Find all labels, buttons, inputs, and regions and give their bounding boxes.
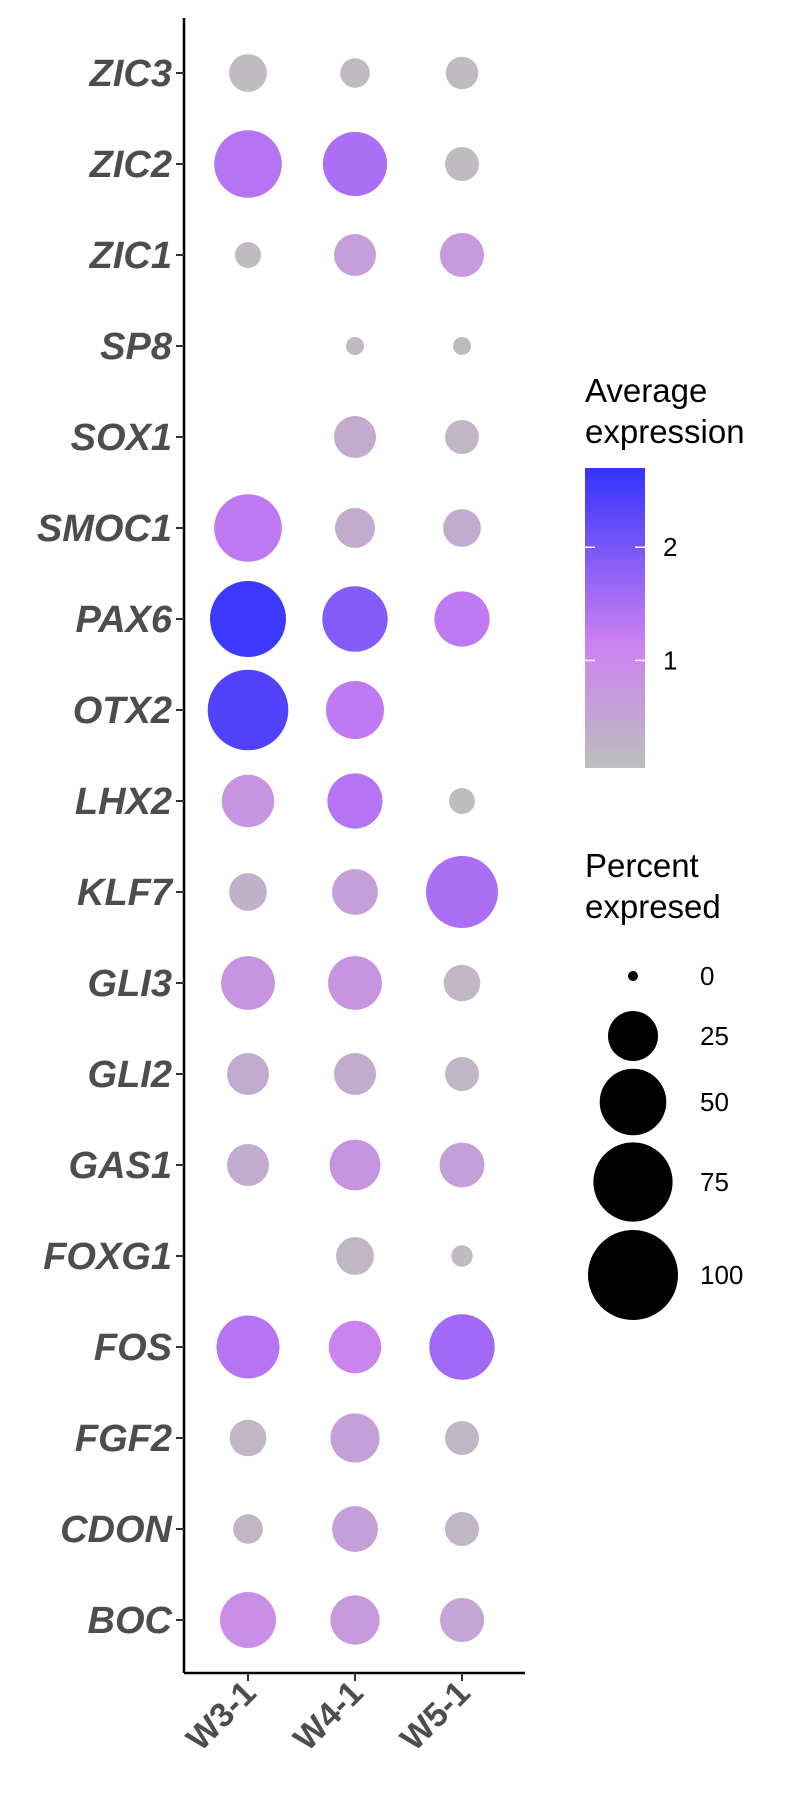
dot-boc-w5-1 xyxy=(440,1598,484,1642)
dot-sp8-w4-1 xyxy=(346,337,364,355)
gene-label-gli3: GLI3 xyxy=(88,963,172,1005)
gene-label-fgf2: FGF2 xyxy=(75,1418,172,1460)
dot-zic3-w4-1 xyxy=(340,58,370,88)
sample-label-w4-1: W4-1 xyxy=(286,1674,370,1758)
dot-smoc1-w3-1 xyxy=(214,494,282,562)
dot-gli3-w4-1 xyxy=(328,956,382,1010)
dot-otx2-w4-1 xyxy=(326,681,384,739)
dot-cdon-w5-1 xyxy=(445,1512,479,1546)
sample-label-w3-1: W3-1 xyxy=(179,1674,263,1758)
dot-boc-w3-1 xyxy=(220,1592,276,1648)
size-legend-label-25: 25 xyxy=(700,1021,729,1051)
color-legend-gradient-bar xyxy=(585,468,645,768)
dot-lhx2-w3-1 xyxy=(221,774,275,828)
color-legend-title-line-1: Average xyxy=(585,372,707,409)
gene-label-sp8: SP8 xyxy=(100,326,173,368)
dot-gas1-w5-1 xyxy=(439,1142,485,1188)
gene-label-otx2: OTX2 xyxy=(73,690,172,732)
dot-gas1-w4-1 xyxy=(329,1139,381,1191)
dot-smoc1-w5-1 xyxy=(443,509,481,547)
dot-gli3-w3-1 xyxy=(221,956,275,1010)
gene-label-zic3: ZIC3 xyxy=(89,53,172,95)
color-legend-label-1: 1 xyxy=(663,645,677,675)
dot-gli2-w5-1 xyxy=(445,1057,479,1091)
gene-label-fos: FOS xyxy=(94,1327,172,1369)
dot-lhx2-w5-1 xyxy=(449,788,475,814)
dot-klf7-w5-1 xyxy=(426,856,498,928)
gene-label-cdon: CDON xyxy=(60,1509,173,1551)
dot-gli3-w5-1 xyxy=(443,964,481,1002)
size-legend-label-0: 0 xyxy=(700,961,714,991)
dot-fgf2-w4-1 xyxy=(330,1413,380,1463)
dot-smoc1-w4-1 xyxy=(335,508,375,548)
size-legend-dot-50 xyxy=(599,1068,667,1136)
dot-pax6-w5-1 xyxy=(434,591,490,647)
dot-fos-w3-1 xyxy=(216,1315,280,1379)
dot-zic1-w4-1 xyxy=(334,234,376,276)
gene-label-boc: BOC xyxy=(88,1600,173,1642)
dot-fgf2-w3-1 xyxy=(229,1419,267,1457)
size-legend-dot-0 xyxy=(628,971,638,981)
dot-zic2-w4-1 xyxy=(322,131,388,197)
size-legend-dot-25 xyxy=(608,1011,658,1061)
color-legend-title-line-2: expression xyxy=(585,413,745,450)
dot-gas1-w3-1 xyxy=(227,1144,269,1186)
dot-boc-w4-1 xyxy=(330,1595,380,1645)
dot-zic3-w5-1 xyxy=(445,56,479,90)
gene-label-foxg1: FOXG1 xyxy=(43,1236,172,1278)
gene-label-sox1: SOX1 xyxy=(71,417,172,459)
color-legend-label-2: 2 xyxy=(663,532,677,562)
dot-klf7-w3-1 xyxy=(229,873,267,911)
dot-fos-w5-1 xyxy=(429,1314,495,1380)
gene-label-lhx2: LHX2 xyxy=(75,781,172,823)
size-legend-label-50: 50 xyxy=(700,1087,729,1117)
sample-label-w5-1: W5-1 xyxy=(393,1674,477,1758)
dot-gli2-w3-1 xyxy=(227,1053,269,1095)
dot-klf7-w4-1 xyxy=(332,869,378,915)
dot-otx2-w3-1 xyxy=(207,669,289,751)
dot-sp8-w5-1 xyxy=(453,337,471,355)
dot-gli2-w4-1 xyxy=(334,1053,376,1095)
dot-pax6-w4-1 xyxy=(322,586,388,652)
dot-cdon-w4-1 xyxy=(332,1506,378,1552)
gene-label-gli2: GLI2 xyxy=(88,1054,172,1096)
dot-pax6-w3-1 xyxy=(210,581,286,657)
dot-zic3-w3-1 xyxy=(229,54,267,92)
dot-cdon-w3-1 xyxy=(233,1514,263,1544)
dot-foxg1-w5-1 xyxy=(451,1245,473,1267)
dot-zic1-w5-1 xyxy=(440,233,484,277)
dot-zic1-w3-1 xyxy=(235,242,261,268)
gene-label-zic1: ZIC1 xyxy=(89,235,172,277)
dot-foxg1-w4-1 xyxy=(336,1237,374,1275)
dot-fos-w4-1 xyxy=(328,1320,382,1374)
gene-label-klf7: KLF7 xyxy=(77,872,174,914)
dot-lhx2-w4-1 xyxy=(327,773,383,829)
dot-sox1-w5-1 xyxy=(445,420,479,454)
size-legend-dot-75 xyxy=(593,1142,673,1222)
gene-label-gas1: GAS1 xyxy=(69,1145,172,1187)
dot-zic2-w3-1 xyxy=(214,130,282,198)
gene-label-smoc1: SMOC1 xyxy=(37,508,172,550)
dot-sox1-w4-1 xyxy=(334,416,376,458)
dot-zic2-w5-1 xyxy=(445,147,479,181)
size-legend-title-line-1: Percent xyxy=(585,847,699,884)
size-legend-title-line-2: expresed xyxy=(585,888,721,925)
dot-fgf2-w5-1 xyxy=(445,1421,479,1455)
size-legend-label-75: 75 xyxy=(700,1167,729,1197)
gene-label-pax6: PAX6 xyxy=(76,599,173,641)
size-legend-label-100: 100 xyxy=(700,1260,743,1290)
gene-label-zic2: ZIC2 xyxy=(89,144,172,186)
size-legend-dot-100 xyxy=(588,1230,678,1320)
